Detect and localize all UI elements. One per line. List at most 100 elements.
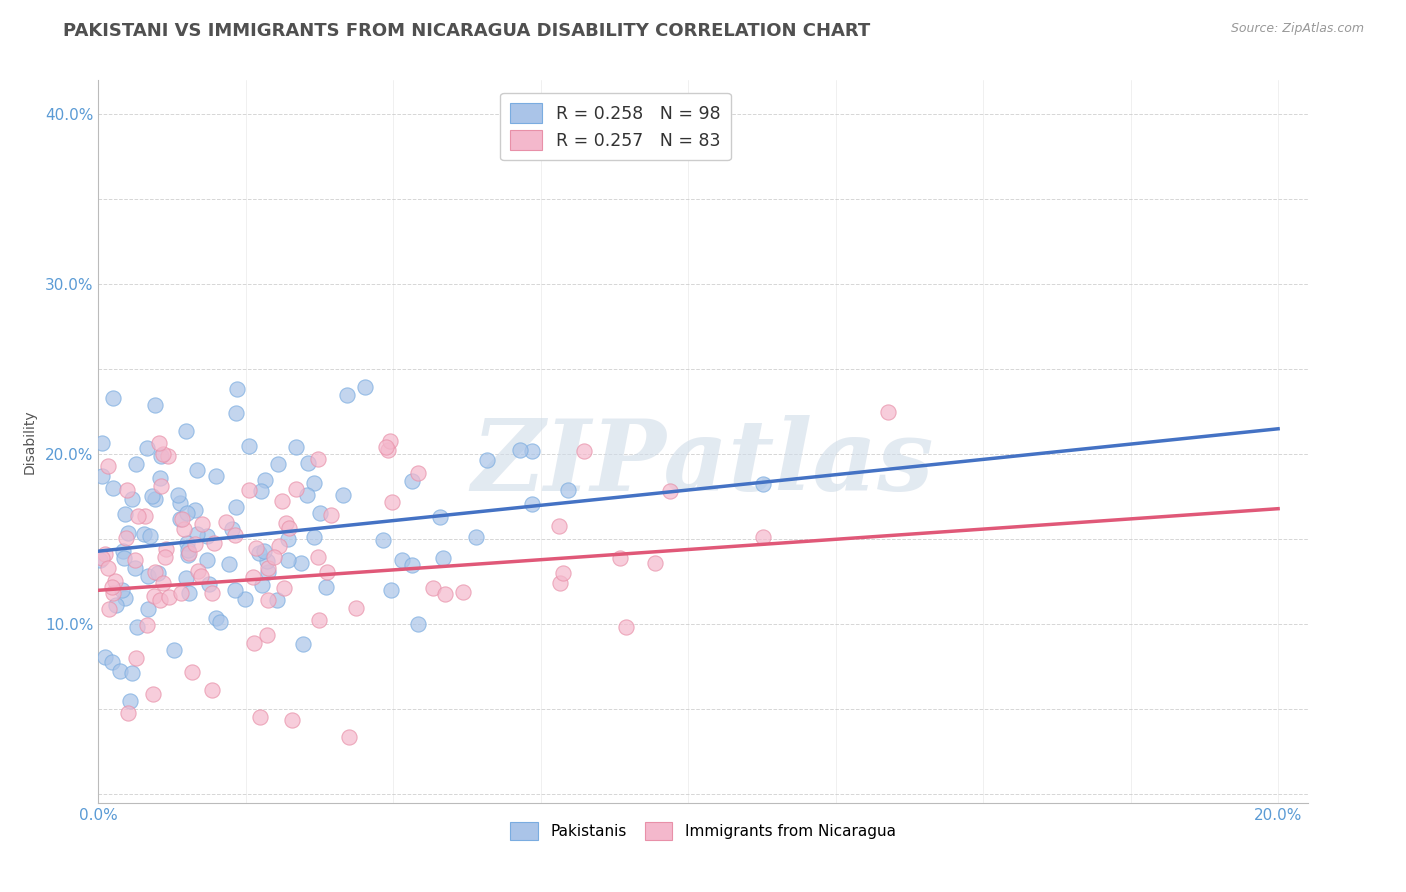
Point: [195, 529, 218, 543]
Point: [111, 582, 134, 597]
Point: [124, 561, 146, 575]
Point: [127, 509, 149, 524]
Point: [91, 551, 114, 566]
Point: [108, 665, 131, 679]
Point: [337, 730, 360, 744]
Point: [143, 398, 166, 412]
Point: [162, 643, 184, 657]
Point: [391, 553, 413, 567]
Point: [152, 576, 174, 591]
Point: [308, 506, 330, 520]
Y-axis label: Disability: Disability: [22, 409, 37, 474]
Point: [277, 532, 299, 546]
Point: [125, 458, 148, 472]
Point: [176, 506, 198, 520]
Point: [548, 519, 571, 533]
Point: [464, 530, 486, 544]
Point: [224, 528, 246, 542]
Point: [134, 508, 156, 523]
Point: [257, 592, 280, 607]
Point: [114, 591, 136, 605]
Point: [273, 581, 295, 595]
Point: [380, 583, 402, 598]
Point: [157, 449, 180, 463]
Point: [148, 436, 170, 450]
Point: [155, 541, 177, 556]
Point: [249, 710, 271, 724]
Point: [89, 553, 111, 567]
Point: [434, 587, 457, 601]
Point: [179, 586, 201, 600]
Point: [97, 560, 120, 574]
Point: [100, 655, 122, 669]
Point: [136, 441, 159, 455]
Point: [572, 443, 595, 458]
Point: [429, 509, 451, 524]
Point: [117, 706, 139, 720]
Point: [332, 488, 354, 502]
Point: [94, 650, 117, 665]
Legend: Pakistanis, Immigrants from Nicaragua: Pakistanis, Immigrants from Nicaragua: [505, 816, 901, 846]
Point: [186, 526, 208, 541]
Point: [253, 544, 276, 558]
Point: [104, 574, 127, 588]
Point: [245, 541, 267, 556]
Point: [321, 508, 343, 523]
Point: [401, 474, 423, 488]
Point: [91, 469, 114, 483]
Point: [143, 492, 166, 507]
Point: [380, 434, 402, 448]
Point: [269, 539, 291, 553]
Point: [422, 581, 444, 595]
Point: [173, 522, 195, 536]
Point: [157, 590, 180, 604]
Point: [127, 619, 149, 633]
Point: [177, 548, 200, 562]
Point: [267, 457, 290, 471]
Point: [97, 602, 120, 616]
Point: [181, 665, 204, 680]
Point: [281, 713, 304, 727]
Point: [475, 453, 498, 467]
Point: [101, 581, 124, 595]
Point: [150, 449, 173, 463]
Point: [136, 569, 159, 583]
Point: [104, 599, 127, 613]
Point: [751, 530, 773, 544]
Point: [307, 452, 329, 467]
Point: [432, 550, 454, 565]
Point: [149, 479, 172, 493]
Point: [263, 550, 285, 565]
Point: [169, 511, 191, 525]
Point: [142, 589, 165, 603]
Point: [124, 553, 146, 567]
Point: [238, 439, 260, 453]
Point: [548, 575, 571, 590]
Text: PAKISTANI VS IMMIGRANTS FROM NICARAGUA DISABILITY CORRELATION CHART: PAKISTANI VS IMMIGRANTS FROM NICARAGUA D…: [63, 22, 870, 40]
Point: [184, 503, 207, 517]
Point: [190, 569, 212, 583]
Point: [198, 577, 221, 591]
Point: [557, 483, 579, 497]
Point: [307, 550, 329, 565]
Point: [101, 586, 124, 600]
Point: [218, 558, 240, 572]
Point: [877, 404, 900, 418]
Point: [247, 546, 270, 560]
Point: [201, 682, 224, 697]
Point: [205, 611, 228, 625]
Point: [115, 532, 138, 546]
Point: [406, 467, 429, 481]
Point: [121, 491, 143, 506]
Point: [354, 380, 377, 394]
Point: [176, 536, 198, 550]
Point: [257, 565, 280, 579]
Point: [136, 618, 159, 632]
Point: [609, 551, 631, 566]
Point: [315, 565, 337, 579]
Point: [149, 470, 172, 484]
Point: [202, 536, 225, 550]
Point: [285, 440, 308, 454]
Point: [146, 566, 169, 581]
Point: [226, 382, 249, 396]
